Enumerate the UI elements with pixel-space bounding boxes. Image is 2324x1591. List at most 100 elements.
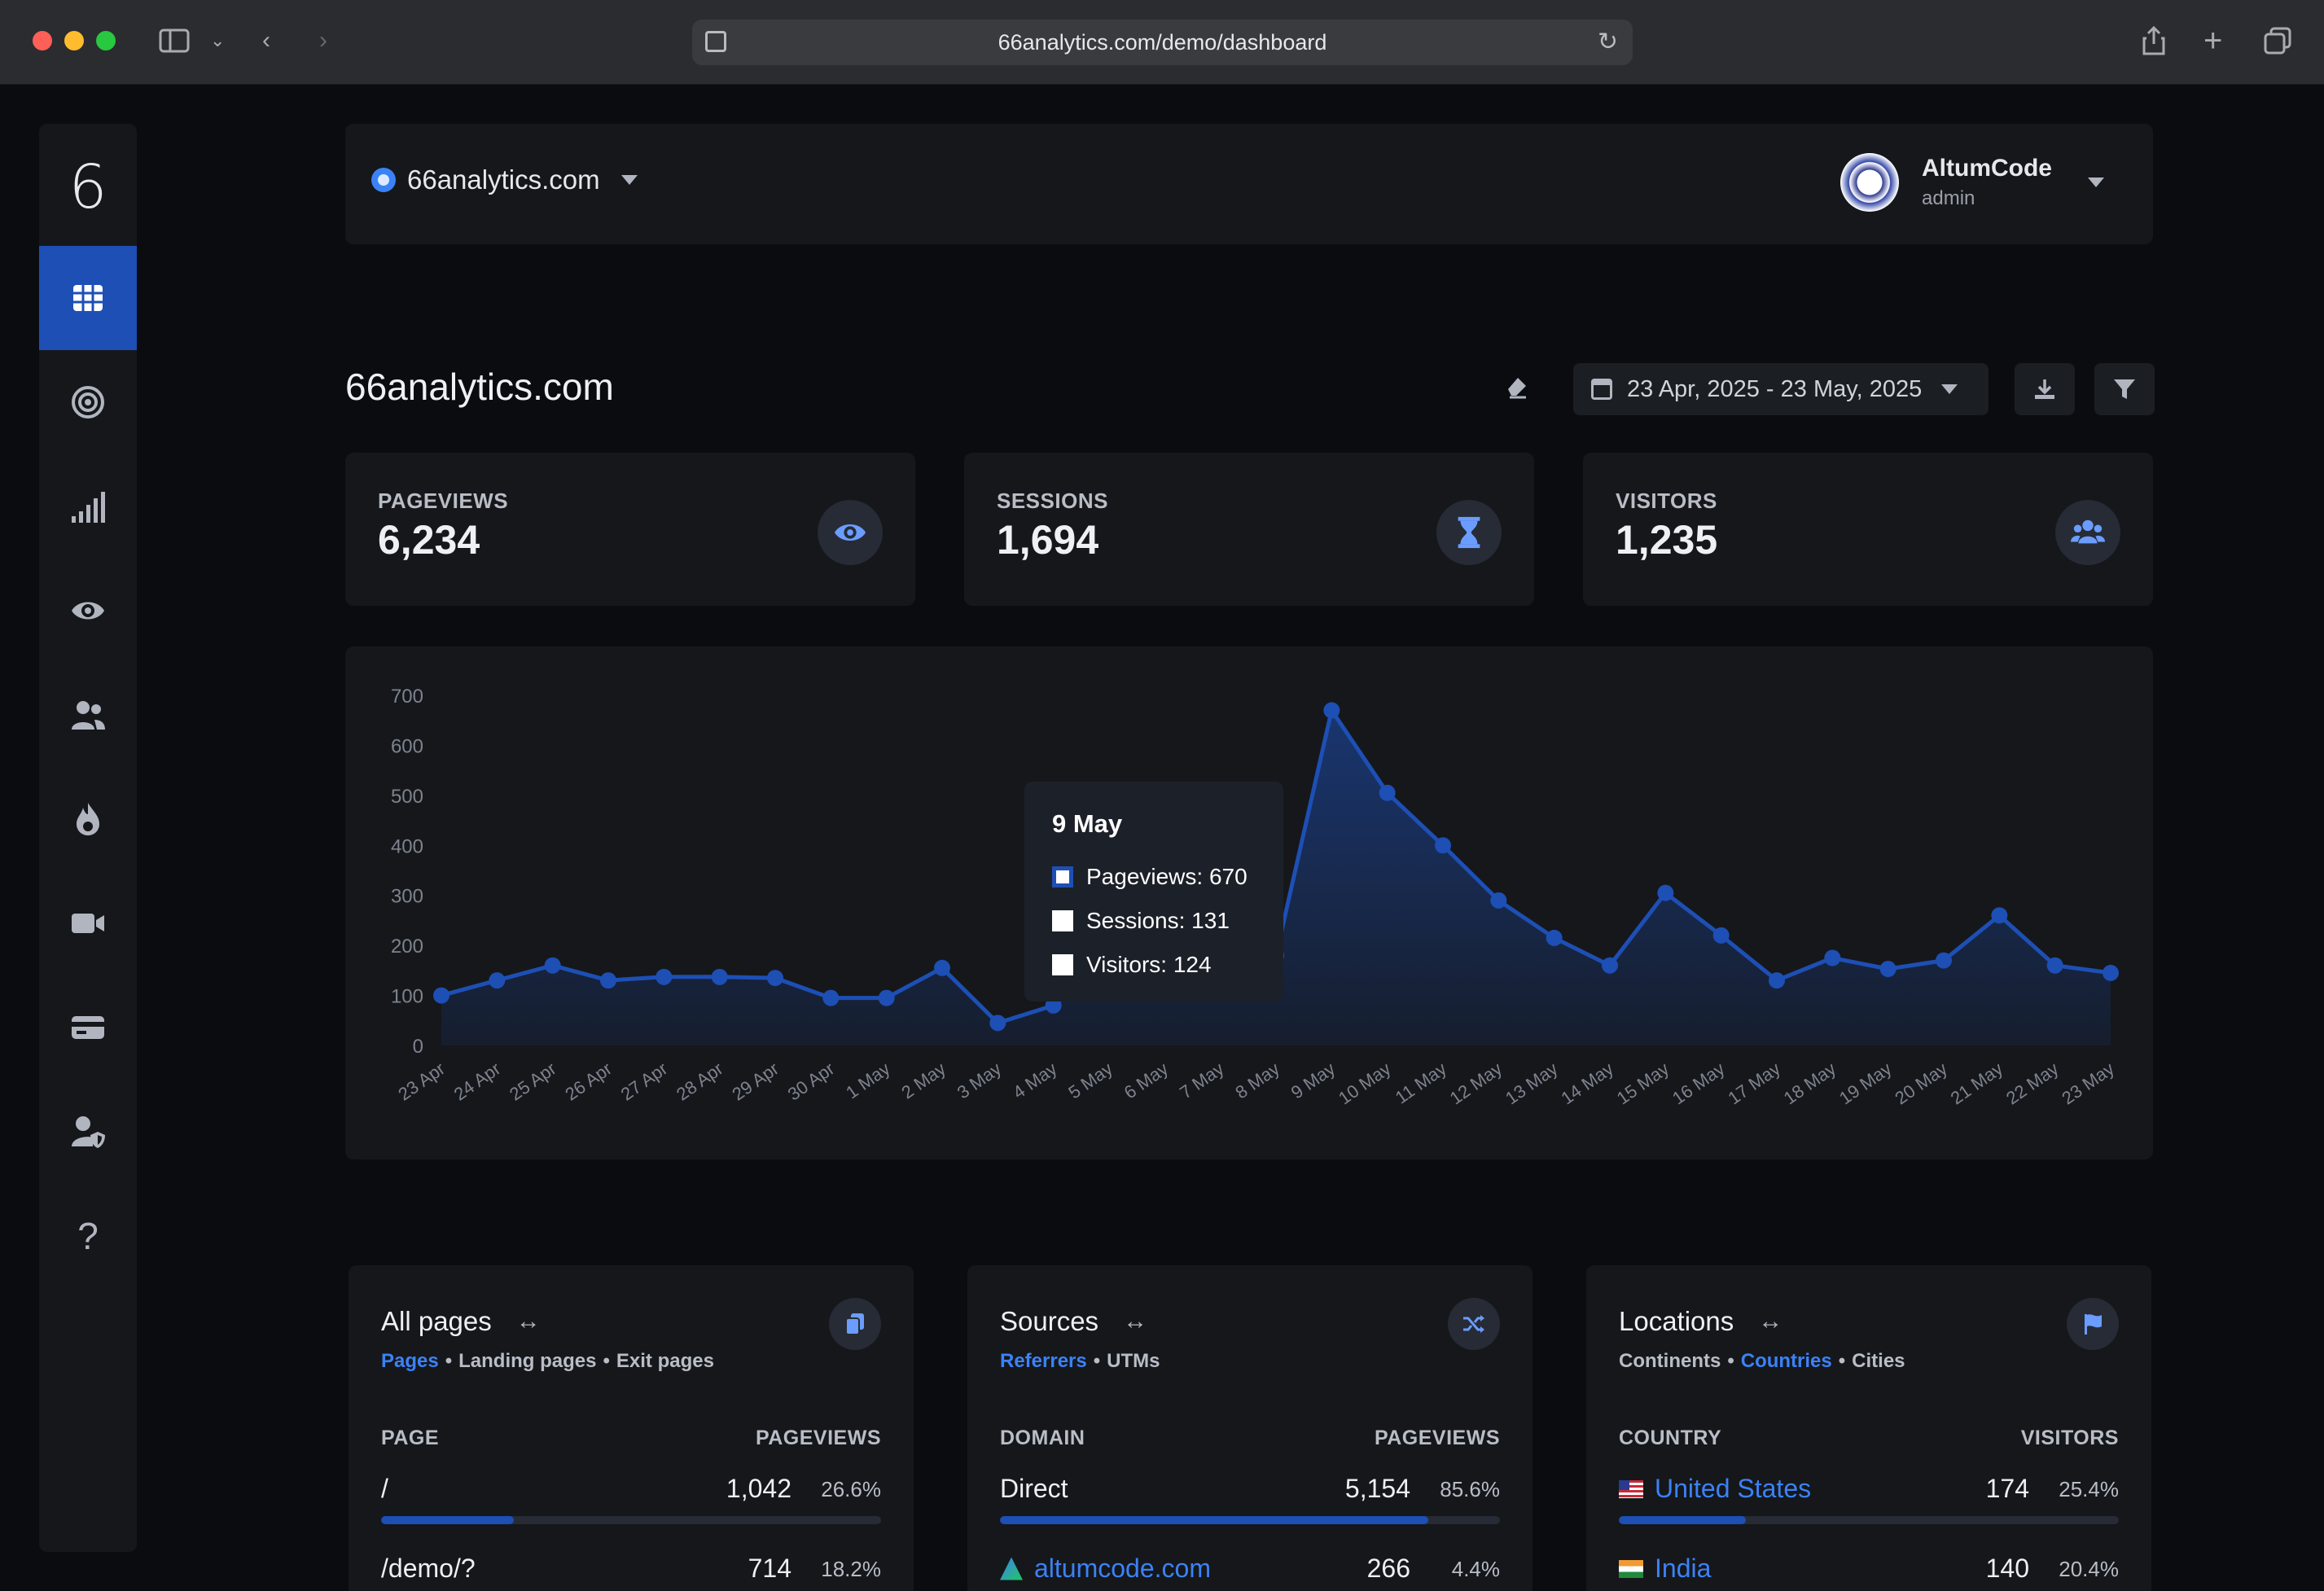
- user-menu[interactable]: AltumCode admin: [1840, 153, 2104, 212]
- data-point[interactable]: [1602, 957, 1618, 974]
- table-row[interactable]: United States 174 25.4%: [1619, 1474, 2119, 1547]
- data-point[interactable]: [989, 1015, 1006, 1032]
- flag-icon[interactable]: [2067, 1298, 2119, 1350]
- data-point[interactable]: [1546, 929, 1563, 946]
- sidebar-toggle-icon[interactable]: [156, 24, 192, 57]
- date-range-picker[interactable]: 23 Apr, 2025 - 23 May, 2025: [1573, 363, 1989, 415]
- table-row[interactable]: /demo/? 714 18.2%: [381, 1554, 881, 1591]
- data-point[interactable]: [822, 989, 840, 1006]
- x-tick-label: 3 May: [954, 1058, 1005, 1103]
- tab-landing-pages[interactable]: Landing pages: [458, 1350, 597, 1372]
- data-point[interactable]: [1657, 884, 1674, 901]
- table-row[interactable]: / 1,042 26.6%: [381, 1474, 881, 1547]
- address-bar[interactable]: 66analytics.com/demo/dashboard ↻: [692, 20, 1633, 65]
- app-logo[interactable]: 6: [68, 152, 107, 222]
- sidebar-item-replays[interactable]: [39, 871, 137, 975]
- tab-countries[interactable]: Countries: [1740, 1350, 1832, 1372]
- new-tab-icon[interactable]: +: [2203, 22, 2223, 59]
- data-point[interactable]: [1712, 927, 1730, 944]
- data-point[interactable]: [1323, 702, 1340, 719]
- data-point[interactable]: [656, 968, 673, 985]
- data-point[interactable]: [600, 972, 616, 989]
- column-header: DOMAIN: [1000, 1427, 1085, 1449]
- sidebar-item-billing[interactable]: [39, 975, 137, 1080]
- sidebar-item-dashboard[interactable]: [39, 246, 137, 350]
- export-button[interactable]: [2015, 363, 2075, 415]
- users-icon: [72, 701, 105, 730]
- data-point[interactable]: [711, 968, 728, 985]
- data-point[interactable]: [433, 987, 449, 1004]
- expand-arrows-icon[interactable]: ↔: [1123, 1308, 1148, 1335]
- card-tabs: Continents • Countries • Cities: [1619, 1350, 1905, 1372]
- grid-icon: [73, 285, 103, 311]
- india-flag-icon: [1619, 1559, 1643, 1578]
- sidebar-item-help[interactable]: ?: [39, 1184, 137, 1288]
- row-name-link[interactable]: India: [1619, 1554, 1711, 1584]
- tab-utms[interactable]: UTMs: [1107, 1350, 1160, 1372]
- sidebar-item-realtime[interactable]: [39, 454, 137, 559]
- tab-overview-icon[interactable]: [2264, 24, 2291, 57]
- users-icon: [2055, 500, 2120, 565]
- chevron-down-icon[interactable]: ⌄: [210, 30, 226, 50]
- x-tick-label: 23 May: [2058, 1058, 2117, 1109]
- table-row[interactable]: Direct 5,154 85.6%: [1000, 1474, 1500, 1547]
- table-header: COUNTRY VISITORS: [1619, 1427, 2119, 1450]
- data-point[interactable]: [767, 970, 783, 987]
- expand-arrows-icon[interactable]: ↔: [1758, 1308, 1783, 1335]
- site-selector[interactable]: 66analytics.com: [371, 164, 638, 195]
- source-favicon-icon: [1000, 1557, 1023, 1580]
- share-icon[interactable]: [2142, 24, 2166, 57]
- forward-icon[interactable]: ›: [319, 27, 327, 54]
- data-point[interactable]: [1824, 949, 1841, 966]
- data-point[interactable]: [878, 989, 895, 1006]
- shuffle-icon[interactable]: [1448, 1298, 1500, 1350]
- minimize-window-button[interactable]: [64, 31, 84, 50]
- data-point[interactable]: [2103, 964, 2119, 981]
- data-point[interactable]: [934, 959, 950, 976]
- sidebar-item-goals[interactable]: [39, 350, 137, 454]
- tab-pages[interactable]: Pages: [381, 1350, 439, 1372]
- expand-arrows-icon[interactable]: ↔: [515, 1308, 541, 1335]
- sidebar-item-visitors[interactable]: [39, 663, 137, 767]
- page-title: 66analytics.com: [345, 366, 614, 408]
- x-tick-label: 2 May: [897, 1058, 949, 1103]
- x-tick-label: 29 Apr: [728, 1058, 782, 1105]
- data-point[interactable]: [544, 957, 561, 974]
- filter-icon: [2114, 379, 2135, 399]
- data-point[interactable]: [489, 972, 506, 989]
- x-tick-label: 1 May: [842, 1058, 893, 1103]
- tab-referrers[interactable]: Referrers: [1000, 1350, 1087, 1372]
- maximize-window-button[interactable]: [96, 31, 116, 50]
- url-text: 66analytics.com/demo/dashboard: [998, 29, 1327, 55]
- table-row[interactable]: altumcode.com 266 4.4%: [1000, 1554, 1500, 1591]
- reload-icon[interactable]: ↻: [1597, 28, 1618, 55]
- sidebar-item-admin[interactable]: [39, 1080, 137, 1184]
- data-point[interactable]: [1379, 784, 1396, 801]
- reset-filters-button[interactable]: [1505, 375, 1529, 405]
- data-point[interactable]: [1991, 907, 2008, 924]
- tab-exit-pages[interactable]: Exit pages: [616, 1350, 714, 1372]
- filter-button[interactable]: [2094, 363, 2155, 415]
- copy-icon[interactable]: [829, 1298, 881, 1350]
- data-point[interactable]: [1769, 972, 1785, 989]
- browser-toolbar: ⌄ ‹ › 66analytics.com/demo/dashboard ↻ +: [0, 0, 2324, 85]
- data-point[interactable]: [2046, 957, 2063, 974]
- sidebar-item-heatmaps[interactable]: [39, 767, 137, 871]
- x-tick-label: 20 May: [1891, 1058, 1950, 1109]
- close-window-button[interactable]: [33, 31, 52, 50]
- tab-cities[interactable]: Cities: [1852, 1350, 1905, 1372]
- chart-canvas: 0 100 200 300 400 500 600 700 23 Apr 24 Apr 25 Apr…: [391, 686, 2119, 1109]
- row-name-link[interactable]: United States: [1619, 1474, 1811, 1504]
- back-icon[interactable]: ‹: [262, 27, 270, 54]
- site-settings-icon[interactable]: [705, 31, 726, 52]
- data-point[interactable]: [1490, 892, 1507, 909]
- y-tick-label: 300: [391, 886, 423, 908]
- row-name-link[interactable]: altumcode.com: [1000, 1554, 1211, 1584]
- data-point[interactable]: [1879, 961, 1896, 978]
- data-point[interactable]: [1435, 837, 1451, 854]
- tab-continents[interactable]: Continents: [1619, 1350, 1721, 1372]
- fire-icon: [77, 803, 99, 835]
- table-row[interactable]: India 140 20.4%: [1619, 1554, 2119, 1591]
- sidebar-item-pageviews[interactable]: [39, 559, 137, 663]
- data-point[interactable]: [1936, 952, 1952, 969]
